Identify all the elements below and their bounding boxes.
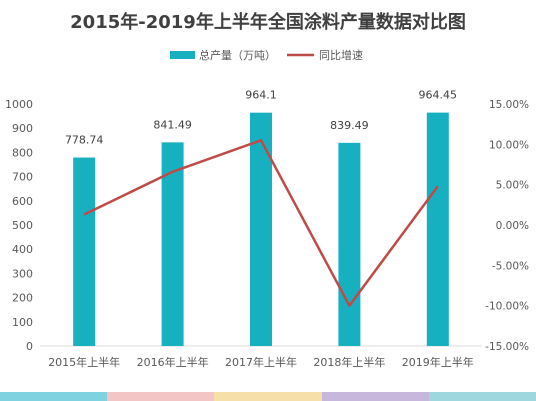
y-axis-tick-label: 400 xyxy=(12,243,33,256)
bar xyxy=(73,157,96,346)
y-axis-tick-label: 600 xyxy=(12,195,33,208)
y-axis-tick-label: 200 xyxy=(12,292,33,305)
y2-axis-tick-label: -15.00% xyxy=(485,341,529,353)
y-axis-tick-label: 500 xyxy=(12,219,33,232)
strip-segment xyxy=(428,392,536,401)
y2-axis-tick-label: 15.00% xyxy=(489,99,529,111)
y-axis-tick-label: 700 xyxy=(12,171,33,184)
bar xyxy=(426,112,449,346)
chart-title: 2015年-2019年上半年全国涂料产量数据对比图 xyxy=(70,11,466,33)
strip-segment xyxy=(321,392,429,401)
y2-axis-tick-label: 0.00% xyxy=(496,220,529,232)
bar-data-label: 841.49 xyxy=(153,118,192,131)
legend-bar-label: 总产量（万吨） xyxy=(199,48,276,62)
bar xyxy=(338,142,361,346)
growth-rate-line xyxy=(83,139,439,307)
plot-area: 0 100 200 300 400 500 600 700 800 900 1000 -15.00% -… xyxy=(5,89,529,369)
bar-data-label: 964.1 xyxy=(245,89,277,102)
strip-segment xyxy=(214,392,322,401)
y-axis-tick-label: 300 xyxy=(12,267,33,280)
bar-data-label: 964.45 xyxy=(419,89,458,102)
x-axis-tick-label: 2016年上半年 xyxy=(137,355,209,369)
y2-axis-tick-label: -10.00% xyxy=(485,301,529,313)
y-axis-tick-label: 800 xyxy=(12,146,33,159)
bar-data-label: 839.49 xyxy=(330,119,369,132)
y-axis-tick-label: 900 xyxy=(12,122,33,135)
bottom-decor-strip xyxy=(0,392,536,401)
legend-bar-swatch xyxy=(170,51,195,59)
strip-segment xyxy=(0,392,108,401)
bar-data-label: 778.74 xyxy=(65,134,104,147)
x-axis-tick-label: 2015年上半年 xyxy=(48,355,120,369)
x-axis-tick-label: 2018年上半年 xyxy=(313,355,385,369)
x-axis-tick-label: 2019年上半年 xyxy=(402,355,474,369)
y-axis-tick-label: 0 xyxy=(26,340,33,353)
bar xyxy=(161,142,184,346)
y-axis-tick-label: 1000 xyxy=(5,98,33,111)
legend: 总产量（万吨） 同比增速 xyxy=(170,48,363,62)
strip-segment xyxy=(107,392,215,401)
y2-axis-tick-label: 5.00% xyxy=(496,180,529,192)
y2-axis-tick-label: -5.00% xyxy=(492,260,529,272)
bar xyxy=(250,112,272,346)
legend-line-label: 同比增速 xyxy=(319,48,363,62)
y2-axis-tick-label: 10.00% xyxy=(489,139,529,151)
x-axis-tick-label: 2017年上半年 xyxy=(225,355,297,369)
y-axis-tick-label: 100 xyxy=(12,316,33,329)
